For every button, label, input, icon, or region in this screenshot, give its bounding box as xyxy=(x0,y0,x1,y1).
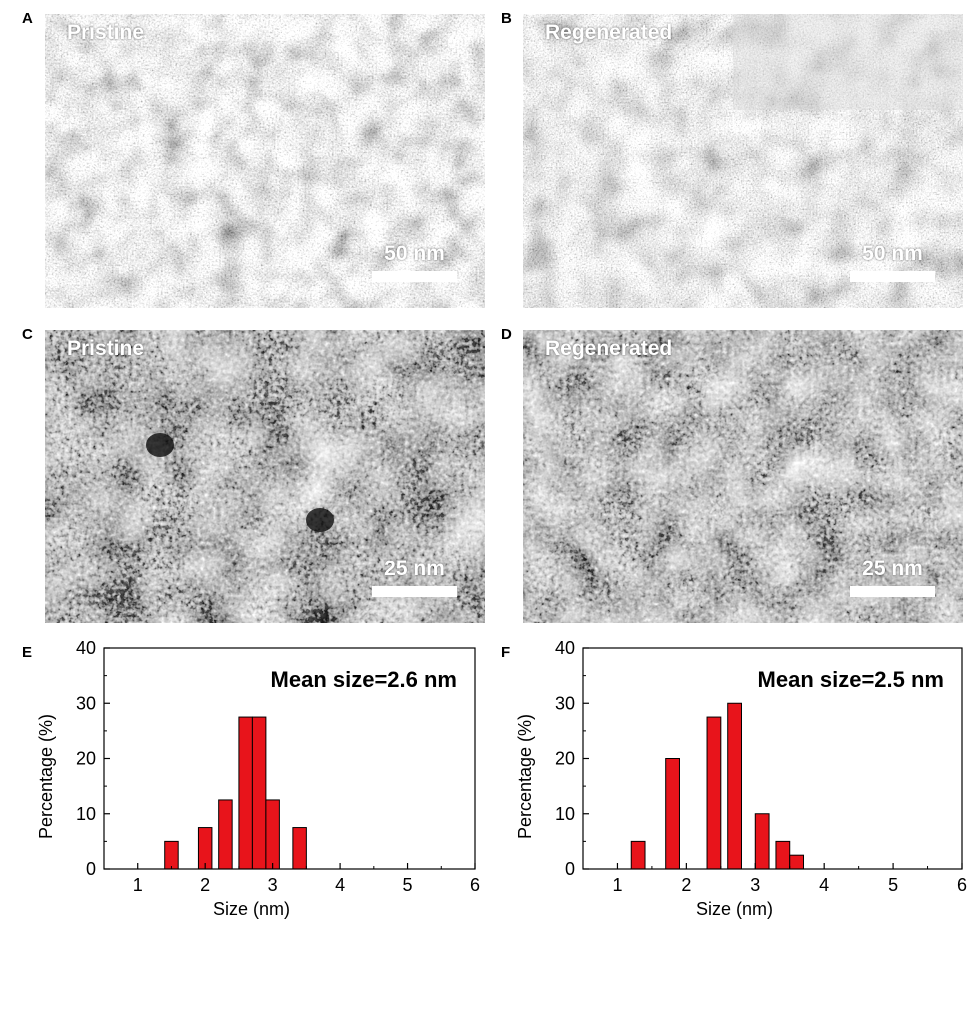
y-tick-label: 30 xyxy=(76,693,96,713)
histogram-bar xyxy=(164,840,179,870)
haadf-texture-regenerated xyxy=(523,330,963,623)
histogram-bar xyxy=(238,716,253,870)
tem-image-regenerated: Regenerated 50 nm xyxy=(523,14,963,308)
histogram-regenerated: 1 2 3 4 5 6 0 10 20 30 40 Mean size=2.5 nm Size (n… xyxy=(479,638,973,1019)
histogram-pristine: 1 2 3 4 5 6 0 10 20 30 40 Mean size=2.6 nm Size (n… xyxy=(0,638,486,1019)
panel-letter-c: C xyxy=(22,326,33,343)
histogram-bar xyxy=(706,716,722,870)
y-tick-label: 30 xyxy=(555,693,575,713)
panel-letter-a: A xyxy=(22,10,33,27)
y-tick-label: 20 xyxy=(555,749,575,769)
image-label-pristine: Pristine xyxy=(67,337,145,360)
tem-image-pristine: Pristine 50 nm xyxy=(45,14,485,308)
y-tick-label: 10 xyxy=(76,804,96,824)
y-tick-label: 40 xyxy=(76,638,96,658)
scale-bar-label: 25 nm xyxy=(384,557,445,580)
y-tick-label: 0 xyxy=(86,859,96,879)
histogram-bar xyxy=(775,840,791,870)
panel-letter-b: B xyxy=(501,10,512,27)
panel-letter-e: E xyxy=(22,644,33,661)
histogram-bar xyxy=(665,758,680,870)
histogram-bar xyxy=(197,827,213,870)
scale-bar xyxy=(372,271,457,282)
x-tick-label: 6 xyxy=(470,875,480,895)
y-tick-label: 20 xyxy=(76,749,96,769)
x-axis-label: Size (nm) xyxy=(696,899,773,919)
x-tick-label: 2 xyxy=(200,875,210,895)
tem-texture-regenerated xyxy=(523,14,963,308)
image-label-pristine: Pristine xyxy=(67,21,145,44)
haadf-texture-pristine xyxy=(45,330,485,623)
x-tick-label: 5 xyxy=(888,875,898,895)
scale-bar-label: 50 nm xyxy=(862,242,923,265)
y-tick-label: 0 xyxy=(565,859,575,879)
y-axis-label: Percentage (%) xyxy=(515,714,535,839)
x-tick-label: 5 xyxy=(403,875,413,895)
histogram-regenerated-svg: 1 2 3 4 5 6 0 10 20 30 40 Mean size=2.5 nm Size (n… xyxy=(515,638,967,919)
haadf-image-pristine: Pristine 25 nm xyxy=(45,330,485,623)
x-tick-label: 3 xyxy=(268,875,278,895)
scale-bar xyxy=(850,586,935,597)
x-tick-label: 6 xyxy=(957,875,967,895)
histogram-bar xyxy=(754,813,770,870)
scale-bar-label: 25 nm xyxy=(862,557,923,580)
panel-letter-f: F xyxy=(501,644,511,661)
x-tick-label: 1 xyxy=(133,875,143,895)
y-tick-label: 10 xyxy=(555,804,575,824)
histogram-bar xyxy=(251,716,267,870)
x-tick-label: 3 xyxy=(750,875,760,895)
scale-bar xyxy=(372,586,457,597)
panel-letter-d: D xyxy=(501,326,512,343)
x-tick-label: 4 xyxy=(335,875,345,895)
tem-texture-pristine xyxy=(45,14,485,308)
x-axis-label: Size (nm) xyxy=(213,899,290,919)
y-tick-label: 40 xyxy=(555,638,575,658)
histogram-bar xyxy=(789,854,805,870)
histogram-bar xyxy=(265,799,280,870)
x-tick-label: 4 xyxy=(819,875,829,895)
histogram-bar xyxy=(292,827,307,870)
x-tick-label: 2 xyxy=(681,875,691,895)
x-tick-label: 1 xyxy=(612,875,622,895)
y-axis-label: Percentage (%) xyxy=(36,714,56,839)
scale-bar xyxy=(850,271,935,282)
scale-bar-label: 50 nm xyxy=(384,242,445,265)
histogram-bar xyxy=(727,702,742,870)
mean-size-annotation: Mean size=2.6 nm xyxy=(271,667,457,692)
haadf-image-regenerated: Regenerated 25 nm xyxy=(523,330,963,623)
histogram-pristine-svg: 1 2 3 4 5 6 0 10 20 30 40 Mean size=2.6 nm Size (n… xyxy=(36,638,480,919)
image-label-regenerated: Regenerated xyxy=(545,337,673,360)
image-label-regenerated: Regenerated xyxy=(545,21,673,44)
mean-size-annotation: Mean size=2.5 nm xyxy=(758,667,944,692)
histogram-bar xyxy=(630,840,646,870)
histogram-bar xyxy=(218,799,233,870)
